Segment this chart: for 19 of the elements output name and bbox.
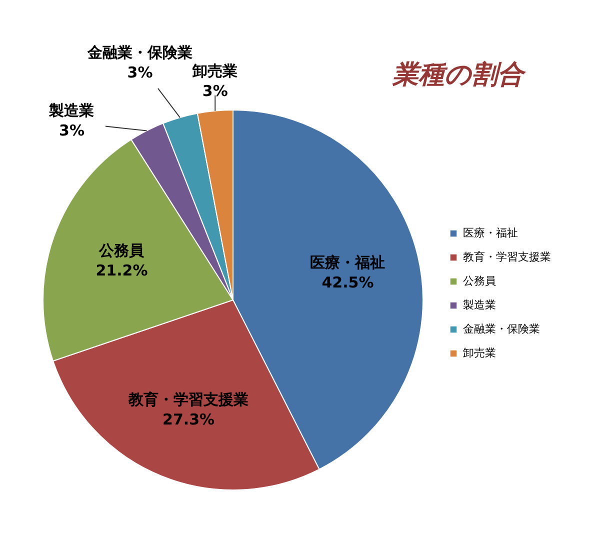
data-label: 3% [202, 82, 228, 100]
legend-label: 金融業・保険業 [463, 322, 540, 336]
slice-label: 製造業 [48, 102, 94, 120]
data-label: 3% [59, 122, 84, 140]
data-label: 27.3% [162, 410, 215, 428]
data-label: 21.2% [96, 262, 148, 280]
legend-label: 製造業 [463, 298, 496, 312]
data-label: 42.5% [322, 273, 374, 292]
legend-label: 卸売業 [463, 346, 496, 360]
slice-label: 医療・福祉 [310, 253, 386, 272]
slice-label: 教育・学習支援業 [128, 390, 249, 408]
slice-label: 金融業・保険業 [86, 44, 192, 62]
slice-label: 公務員 [98, 242, 146, 260]
data-label: 3% [127, 64, 153, 82]
text: 業種の割合 [392, 60, 526, 90]
legend-label: 医療・福祉 [463, 226, 518, 240]
legend-label: 公務員 [463, 274, 496, 288]
legend-label: 教育・学習支援業 [463, 250, 551, 264]
slice-label: 卸売業 [192, 62, 238, 80]
